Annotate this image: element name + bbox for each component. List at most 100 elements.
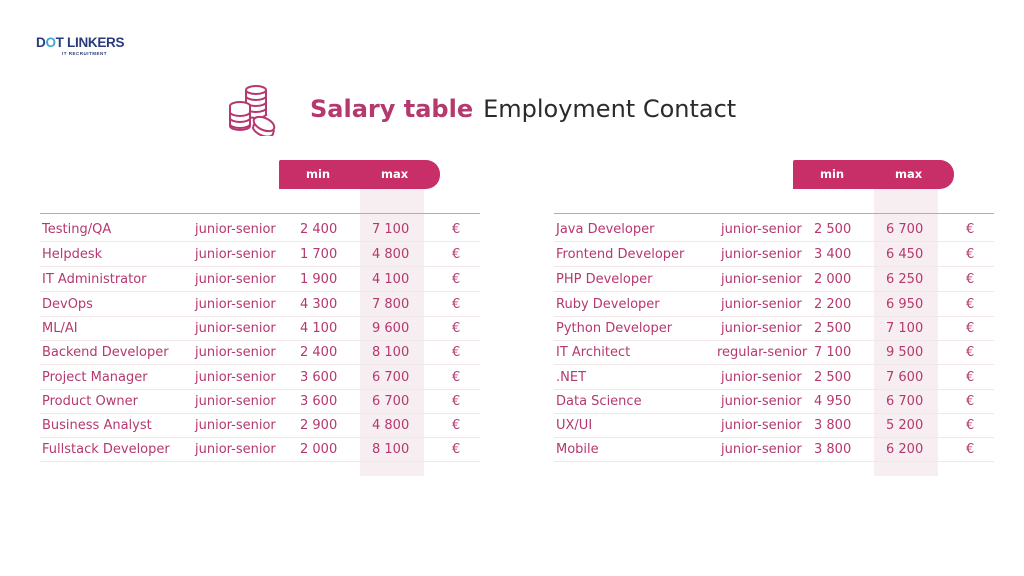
- table-row: Data Science junior-senior 4 950 6 700 €: [554, 389, 994, 414]
- min-salary: 2 000: [300, 442, 338, 457]
- min-salary: 2 500: [814, 370, 852, 385]
- min-salary: 3 600: [300, 370, 338, 385]
- max-salary: 6 700: [886, 222, 924, 237]
- max-salary: 6 950: [886, 297, 924, 312]
- min-salary: 2 500: [814, 222, 852, 237]
- level: junior-senior: [195, 418, 276, 433]
- currency: €: [966, 297, 975, 312]
- level: regular-senior: [717, 345, 808, 360]
- level: junior-senior: [721, 272, 802, 287]
- role: .NET: [556, 370, 587, 385]
- table-row: Python Developer junior-senior 2 500 7 100 €: [554, 316, 994, 341]
- min-salary: 3 800: [814, 418, 852, 433]
- table-row: Frontend Developer junior-senior 3 400 6 45…: [554, 242, 994, 267]
- currency: €: [966, 272, 975, 287]
- title-subtitle: Employment Contact: [483, 95, 737, 123]
- table-row: Ruby Developer junior-senior 2 200 6 950 €: [554, 292, 994, 317]
- min-header: min: [306, 167, 331, 181]
- title-bold: Salary table: [310, 95, 474, 123]
- max-column-highlight: [360, 189, 424, 476]
- role: Project Manager: [42, 370, 148, 385]
- currency: €: [452, 321, 461, 336]
- min-salary: 2 400: [300, 345, 338, 360]
- table-row: .NET junior-senior 2 500 7 600 €: [554, 365, 994, 390]
- salary-table-left: min max Testing/QA junior-senior 2 400 7 10…: [40, 160, 480, 480]
- max-salary: 6 700: [372, 370, 410, 385]
- min-salary: 1 700: [300, 247, 338, 262]
- max-header: max: [381, 167, 409, 181]
- max-salary: 6 200: [886, 442, 924, 457]
- role: Ruby Developer: [556, 297, 660, 312]
- max-header: max: [895, 167, 923, 181]
- logo-text-rest: T LINKERS: [55, 35, 125, 50]
- role: Helpdesk: [42, 247, 103, 262]
- level: junior-senior: [721, 297, 802, 312]
- min-salary: 4 300: [300, 297, 338, 312]
- min-salary: 7 100: [814, 345, 852, 360]
- level: junior-senior: [195, 442, 276, 457]
- level: junior-senior: [195, 370, 276, 385]
- role: Product Owner: [42, 394, 138, 409]
- currency: €: [452, 442, 461, 457]
- role: UX/UI: [556, 418, 593, 433]
- table-header: min max: [793, 160, 954, 189]
- level: junior-senior: [721, 321, 802, 336]
- logo-wordmark: DOT LINKERS: [36, 35, 125, 50]
- header-divider: [554, 213, 994, 214]
- currency: €: [452, 394, 461, 409]
- table-row: Business Analyst junior-senior 2 900 4 800 €: [40, 413, 480, 438]
- max-salary: 9 600: [372, 321, 410, 336]
- currency: €: [966, 442, 975, 457]
- role: Frontend Developer: [556, 247, 685, 262]
- level: junior-senior: [721, 370, 802, 385]
- max-column-highlight: [874, 189, 938, 476]
- role: Mobile: [556, 442, 599, 457]
- page-title: Salary table Employment Contact: [310, 94, 736, 124]
- min-salary: 2 000: [814, 272, 852, 287]
- min-salary: 3 400: [814, 247, 852, 262]
- logo-letter-d: D: [36, 35, 46, 50]
- role: Testing/QA: [42, 222, 112, 237]
- min-salary: 2 900: [300, 418, 338, 433]
- level: junior-senior: [721, 247, 802, 262]
- table-row: DevOps junior-senior 4 300 7 800 €: [40, 292, 480, 317]
- level: junior-senior: [721, 442, 802, 457]
- table-row: IT Administrator junior-senior 1 900 4 100 €: [40, 267, 480, 292]
- level: junior-senior: [195, 297, 276, 312]
- max-salary: 7 100: [372, 222, 410, 237]
- currency: €: [966, 370, 975, 385]
- role: Backend Developer: [42, 345, 169, 360]
- level: junior-senior: [195, 345, 276, 360]
- max-salary: 5 200: [886, 418, 924, 433]
- max-salary: 7 100: [886, 321, 924, 336]
- level: junior-senior: [195, 222, 276, 237]
- min-salary: 3 800: [814, 442, 852, 457]
- currency: €: [966, 394, 975, 409]
- currency: €: [452, 247, 461, 262]
- role: Python Developer: [556, 321, 673, 336]
- table-row: Fullstack Developer junior-senior 2 000 8 1…: [40, 437, 480, 462]
- max-salary: 4 800: [372, 247, 410, 262]
- logo-letter-o: O: [45, 35, 56, 50]
- level: junior-senior: [195, 272, 276, 287]
- currency: €: [966, 247, 975, 262]
- max-salary: 7 800: [372, 297, 410, 312]
- role: IT Administrator: [42, 272, 147, 287]
- table-row: Testing/QA junior-senior 2 400 7 100 €: [40, 217, 480, 242]
- level: junior-senior: [195, 321, 276, 336]
- header-divider: [40, 213, 480, 214]
- min-salary: 2 500: [814, 321, 852, 336]
- level: junior-senior: [195, 394, 276, 409]
- salary-table-right: min max Java Developer junior-senior 2 500…: [554, 160, 994, 480]
- currency: €: [452, 345, 461, 360]
- table-header: min max: [279, 160, 440, 189]
- table-row: Product Owner junior-senior 3 600 6 700 €: [40, 389, 480, 414]
- max-salary: 4 100: [372, 272, 410, 287]
- role: Fullstack Developer: [42, 442, 170, 457]
- min-salary: 2 400: [300, 222, 338, 237]
- currency: €: [452, 272, 461, 287]
- max-salary: 8 100: [372, 345, 410, 360]
- min-salary: 4 100: [300, 321, 338, 336]
- role: Java Developer: [556, 222, 655, 237]
- company-logo: DOT LINKERS IT RECRUITMENT: [36, 35, 125, 57]
